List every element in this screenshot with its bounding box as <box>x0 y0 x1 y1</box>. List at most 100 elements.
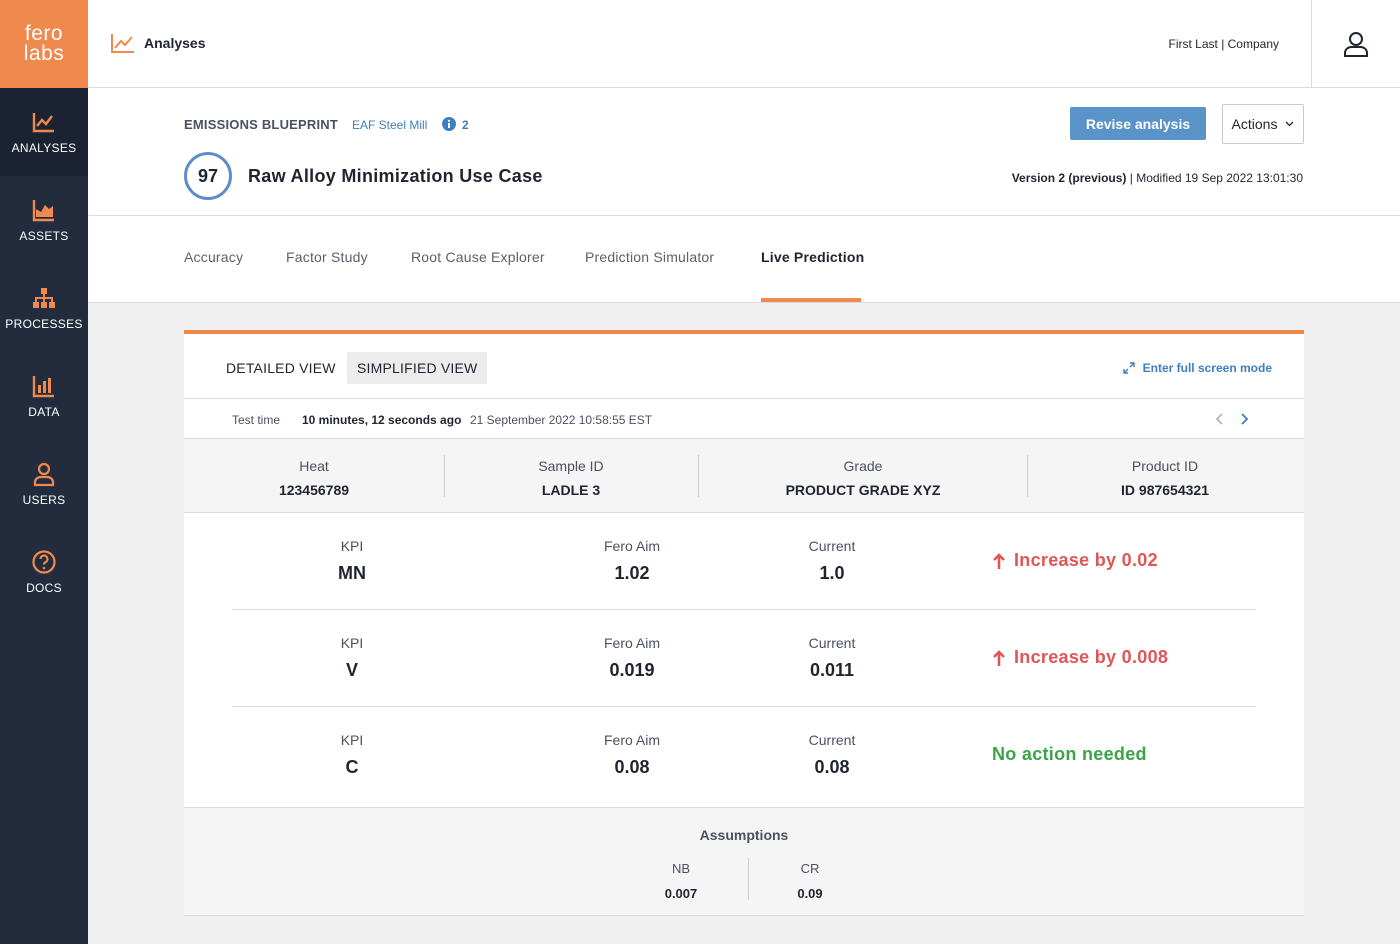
aim-value: 1.02 <box>614 563 650 583</box>
analysis-header: EMISSIONS BLUEPRINT EAF Steel Mill 2 97 … <box>88 88 1400 216</box>
divider <box>1027 455 1028 497</box>
simplified-view-button[interactable]: SIMPLIFIED VIEW <box>347 352 488 384</box>
kpi-value: V <box>345 660 358 680</box>
modified-label: | Modified 19 Sep 2022 13:01:30 <box>1126 171 1303 185</box>
question-circle-icon <box>32 550 56 574</box>
tab-root-cause-explorer[interactable]: Root Cause Explorer <box>411 249 545 265</box>
arrow-up-icon <box>993 552 1005 569</box>
grade-value: PRODUCT GRADE XYZ <box>785 482 941 498</box>
test-time-bar: Test time 10 minutes, 12 seconds ago 21 … <box>184 399 1304 439</box>
analysis-score-badge: 97 <box>184 152 232 200</box>
version-info: Version 2 (previous) | Modified 19 Sep 2… <box>1012 171 1303 185</box>
breadcrumb-label: Analyses <box>144 35 206 51</box>
chevron-left-icon[interactable] <box>1214 411 1226 427</box>
assumptions-panel: Assumptions NB 0.007 CR 0.09 <box>184 807 1304 916</box>
divider <box>444 455 445 497</box>
divider <box>748 858 749 900</box>
sidebar-item-docs[interactable]: DOCS <box>0 528 88 616</box>
sidebar-item-assets[interactable]: ASSETS <box>0 176 88 264</box>
analyses-chart-icon <box>32 113 54 133</box>
kpi-label: KPI <box>340 732 364 748</box>
kpi-label: KPI <box>340 538 364 554</box>
sidebar-item-label: ASSETS <box>19 229 69 243</box>
sidebar-item-analyses[interactable]: ANALYSES <box>0 88 88 176</box>
fullscreen-button[interactable]: Enter full screen mode <box>1122 361 1272 375</box>
recommendation: Increase by 0.02 <box>992 550 1158 571</box>
current-label: Current <box>808 732 856 748</box>
recommendation-text: Increase by 0.02 <box>1014 550 1158 570</box>
divider <box>698 455 699 497</box>
chevron-down-icon <box>1285 121 1294 127</box>
kpi-value: MN <box>338 563 366 583</box>
data-bar-chart-icon <box>32 376 54 398</box>
revise-analysis-button[interactable]: Revise analysis <box>1070 107 1206 140</box>
assumption-value: 0.09 <box>797 886 823 901</box>
test-time-stamp: 21 September 2022 10:58:55 EST <box>470 413 653 427</box>
recommendation-text: No action needed <box>992 744 1147 764</box>
tab-factor-study[interactable]: Factor Study <box>286 249 368 265</box>
sample-id-field: Sample ID LADLE 3 <box>471 439 671 513</box>
top-header: Analyses First Last | Company <box>88 0 1400 88</box>
user-company-label: First Last | Company <box>1168 37 1279 51</box>
fero-labs-logo[interactable]: fero labs <box>0 0 88 88</box>
test-time-ago: 10 minutes, 12 seconds ago <box>302 413 462 427</box>
user-icon <box>1344 32 1368 57</box>
heat-label: Heat <box>299 458 329 474</box>
kpi-row: KPI V Fero Aim 0.019 Current 0.011 Incre… <box>232 610 1256 707</box>
tab-accuracy[interactable]: Accuracy <box>184 249 244 265</box>
tab-prediction-simulator[interactable]: Prediction Simulator <box>585 249 715 265</box>
sidebar-item-label: PROCESSES <box>5 317 83 331</box>
sidebar: fero labs ANALYSES ASSETS PROCESSES DATA… <box>0 0 88 944</box>
sidebar-item-processes[interactable]: PROCESSES <box>0 264 88 352</box>
arrow-up-icon <box>993 649 1005 666</box>
user-icon <box>33 462 55 487</box>
chevron-right-icon[interactable] <box>1238 411 1250 427</box>
product-id-value: ID 987654321 <box>1121 482 1209 498</box>
current-label: Current <box>808 538 856 554</box>
current-value: 0.011 <box>809 660 855 680</box>
heat-field: Heat 123456789 <box>214 439 414 513</box>
recommendation: Increase by 0.008 <box>992 647 1168 668</box>
kpi-value: C <box>345 757 359 777</box>
info-icon[interactable] <box>442 117 456 131</box>
sample-id-value: LADLE 3 <box>541 482 601 498</box>
breadcrumb[interactable]: Analyses <box>110 32 205 54</box>
analysis-tabs: Accuracy Factor Study Root Cause Explore… <box>88 216 1400 303</box>
detailed-view-button[interactable]: DETAILED VIEW <box>226 360 336 376</box>
tab-live-prediction[interactable]: Live Prediction <box>761 249 865 265</box>
product-id-label: Product ID <box>1131 458 1199 474</box>
grade-field: Grade PRODUCT GRADE XYZ <box>743 439 983 513</box>
sidebar-item-label: ANALYSES <box>11 141 77 155</box>
actions-label: Actions <box>1231 116 1278 132</box>
info-count[interactable]: 2 <box>462 118 469 132</box>
analysis-title: Raw Alloy Minimization Use Case <box>248 166 543 186</box>
assets-area-chart-icon <box>32 200 54 222</box>
fullscreen-label: Enter full screen mode <box>1142 361 1272 375</box>
line-chart-icon <box>111 34 134 53</box>
sidebar-item-label: DOCS <box>26 581 62 595</box>
kpi-label: KPI <box>340 635 364 651</box>
product-id-field: Product ID ID 987654321 <box>1065 439 1265 513</box>
assumption-label: CR <box>800 861 820 876</box>
sidebar-item-label: DATA <box>28 405 60 419</box>
live-prediction-card: DETAILED VIEW SIMPLIFIED VIEW Enter full… <box>184 330 1304 916</box>
aim-label: Fero Aim <box>603 635 660 651</box>
version-label: Version 2 (previous) <box>1011 171 1127 185</box>
blueprint-label: EMISSIONS BLUEPRINT <box>184 117 339 132</box>
asset-link[interactable]: EAF Steel Mill <box>352 118 428 132</box>
recommendation-text: Increase by 0.008 <box>1014 647 1169 667</box>
sidebar-item-data[interactable]: DATA <box>0 352 88 440</box>
sample-metadata: Heat 123456789 Sample ID LADLE 3 Grade P… <box>184 439 1304 513</box>
recommendation: No action needed <box>992 744 1147 765</box>
aim-label: Fero Aim <box>603 538 660 554</box>
aim-value: 0.08 <box>614 757 650 777</box>
aim-label: Fero Aim <box>603 732 660 748</box>
assumption-label: NB <box>671 861 691 876</box>
user-menu-button[interactable] <box>1311 0 1400 88</box>
grade-label: Grade <box>843 458 883 474</box>
actions-dropdown[interactable]: Actions <box>1222 104 1304 144</box>
logo-line-1: fero <box>24 22 64 45</box>
sidebar-item-users[interactable]: USERS <box>0 440 88 528</box>
current-value: 1.0 <box>819 563 845 583</box>
assumptions-title: Assumptions <box>699 827 789 843</box>
